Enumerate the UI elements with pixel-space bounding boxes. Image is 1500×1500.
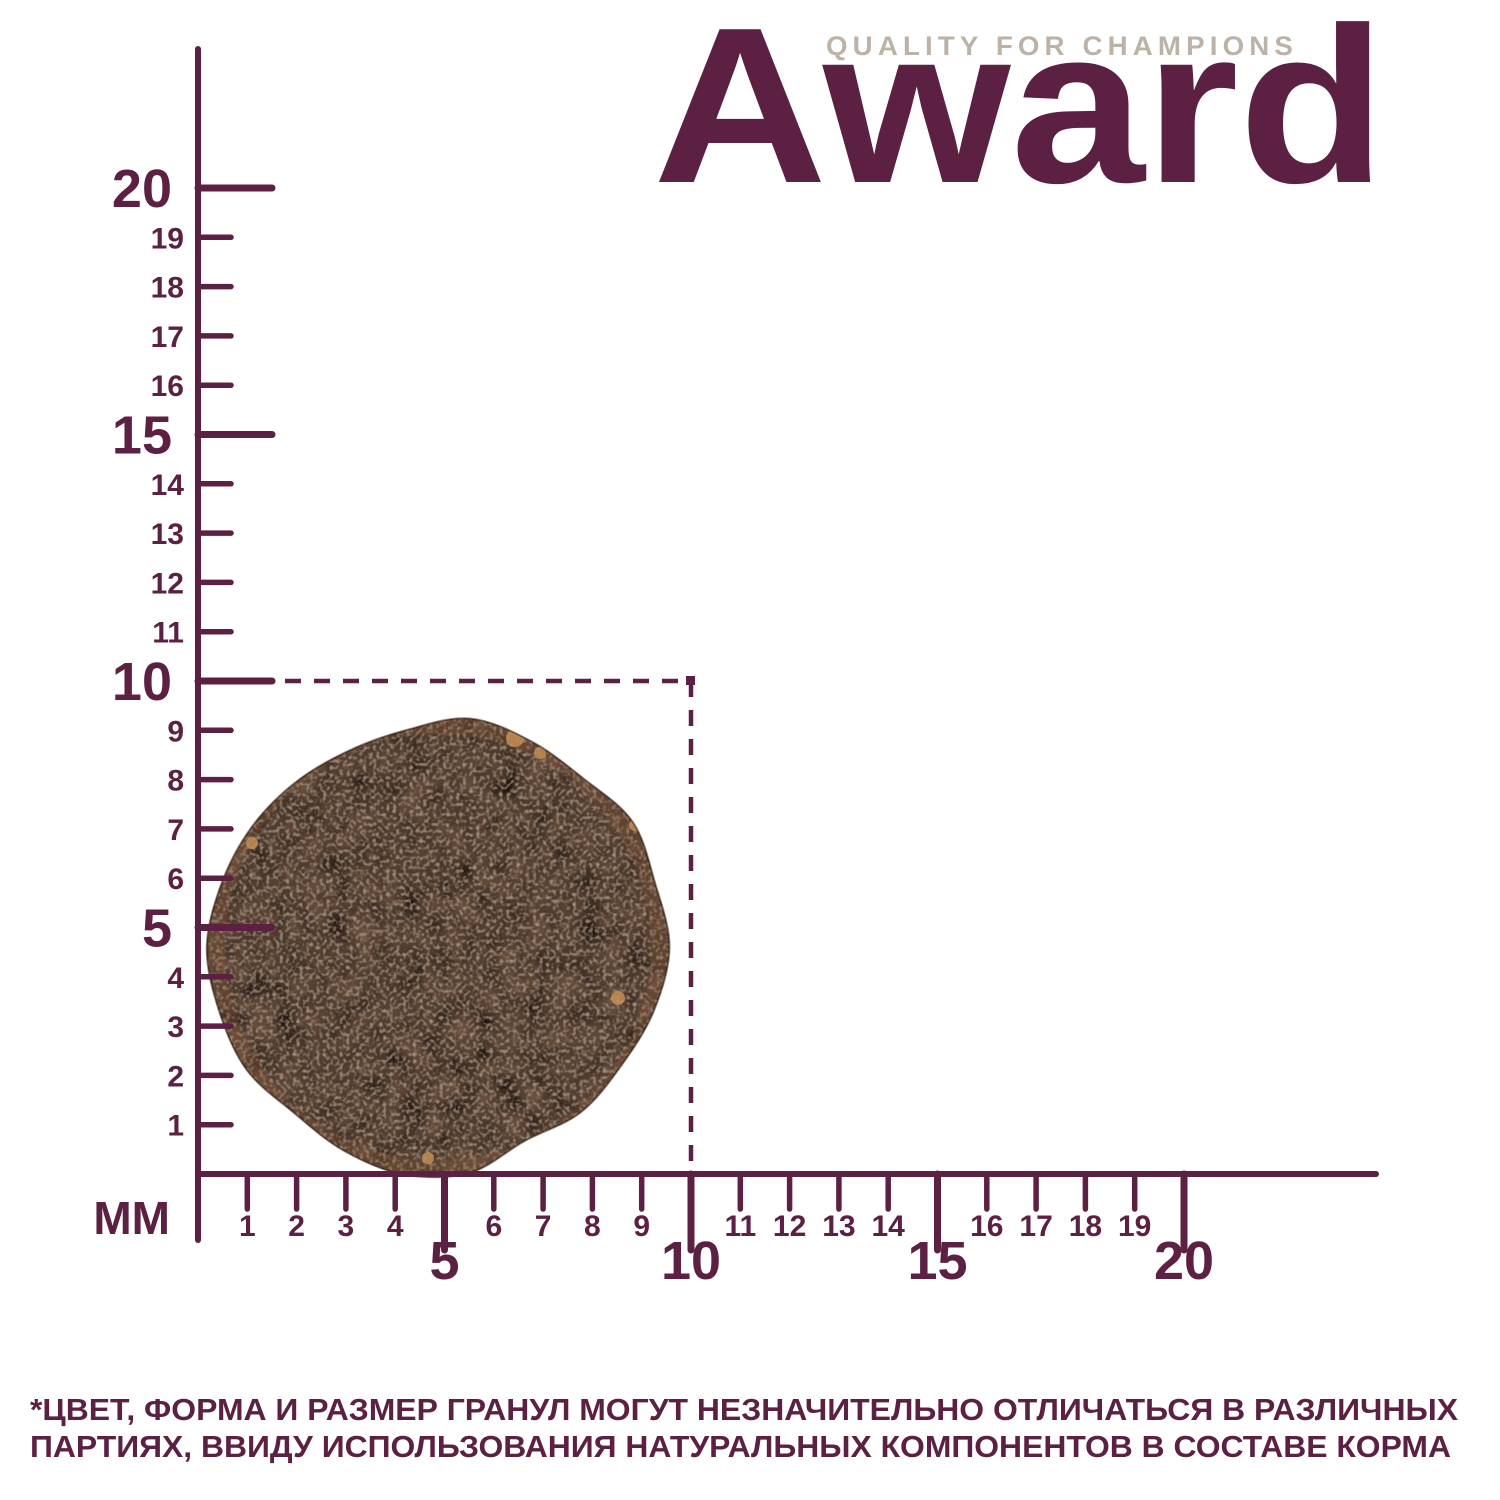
svg-text:3: 3 (338, 1210, 355, 1243)
svg-text:6: 6 (167, 863, 184, 896)
svg-text:Award: Award (653, 0, 1386, 230)
svg-text:15: 15 (907, 1231, 967, 1291)
svg-text:14: 14 (872, 1210, 906, 1243)
svg-text:13: 13 (151, 518, 184, 551)
svg-text:3: 3 (167, 1011, 184, 1044)
svg-text:2: 2 (288, 1210, 305, 1243)
svg-text:11: 11 (724, 1210, 756, 1243)
svg-text:7: 7 (535, 1210, 552, 1243)
svg-text:4: 4 (167, 962, 184, 995)
svg-text:16: 16 (970, 1210, 1003, 1243)
svg-text:20: 20 (112, 159, 172, 219)
svg-text:17: 17 (1019, 1210, 1052, 1243)
svg-text:14: 14 (151, 469, 185, 502)
svg-text:10: 10 (112, 652, 172, 712)
svg-text:10: 10 (661, 1231, 721, 1291)
svg-text:12: 12 (151, 567, 184, 600)
svg-text:5: 5 (429, 1231, 459, 1291)
svg-text:15: 15 (112, 406, 172, 466)
svg-text:16: 16 (151, 370, 184, 403)
svg-text:6: 6 (485, 1210, 502, 1243)
svg-text:5: 5 (142, 899, 172, 959)
svg-text:17: 17 (151, 321, 184, 354)
svg-text:1: 1 (167, 1110, 184, 1143)
svg-text:9: 9 (633, 1210, 650, 1243)
svg-text:1: 1 (239, 1210, 256, 1243)
svg-text:13: 13 (822, 1210, 855, 1243)
svg-text:19: 19 (1118, 1210, 1151, 1243)
svg-text:8: 8 (584, 1210, 601, 1243)
svg-text:ПАРТИЯХ, ВВИДУ ИСПОЛЬЗОВАНИЯ Н: ПАРТИЯХ, ВВИДУ ИСПОЛЬЗОВАНИЯ НАТУРАЛЬНЫХ… (30, 1429, 1451, 1464)
svg-text:4: 4 (387, 1210, 404, 1243)
svg-text:18: 18 (151, 272, 184, 305)
svg-text:18: 18 (1069, 1210, 1102, 1243)
svg-text:12: 12 (773, 1210, 806, 1243)
svg-text:11: 11 (152, 617, 184, 650)
svg-text:19: 19 (151, 222, 184, 255)
svg-text:2: 2 (167, 1060, 184, 1093)
svg-text:9: 9 (167, 715, 184, 748)
svg-text:20: 20 (1154, 1231, 1214, 1291)
svg-text:8: 8 (167, 765, 184, 798)
svg-text:*ЦВЕТ, ФОРМА И РАЗМЕР ГРАНУЛ М: *ЦВЕТ, ФОРМА И РАЗМЕР ГРАНУЛ МОГУТ НЕЗНА… (30, 1392, 1458, 1427)
svg-text:7: 7 (167, 814, 184, 847)
svg-text:ММ: ММ (93, 1192, 170, 1244)
